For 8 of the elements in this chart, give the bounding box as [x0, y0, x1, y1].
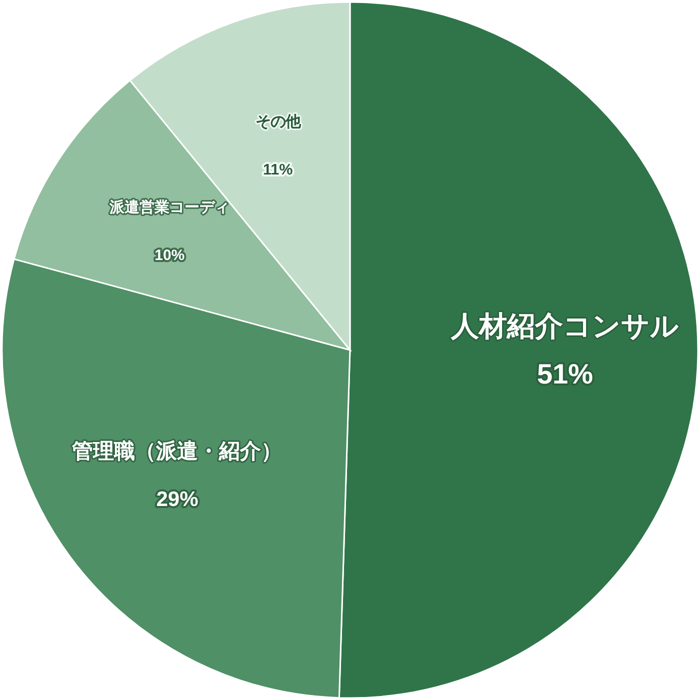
data-label: 11%: [262, 161, 294, 178]
data-label: 51%: [536, 358, 594, 390]
slice-label: 管理職（派遣・紹介）: [71, 438, 282, 463]
slice-label: 派遣営業コーディ: [108, 198, 230, 216]
data-label: 10%: [154, 246, 185, 264]
data-label: 29%: [156, 488, 199, 511]
slice-label: 人材紹介コンサル: [450, 310, 679, 342]
slice-label: その他: [255, 113, 302, 130]
